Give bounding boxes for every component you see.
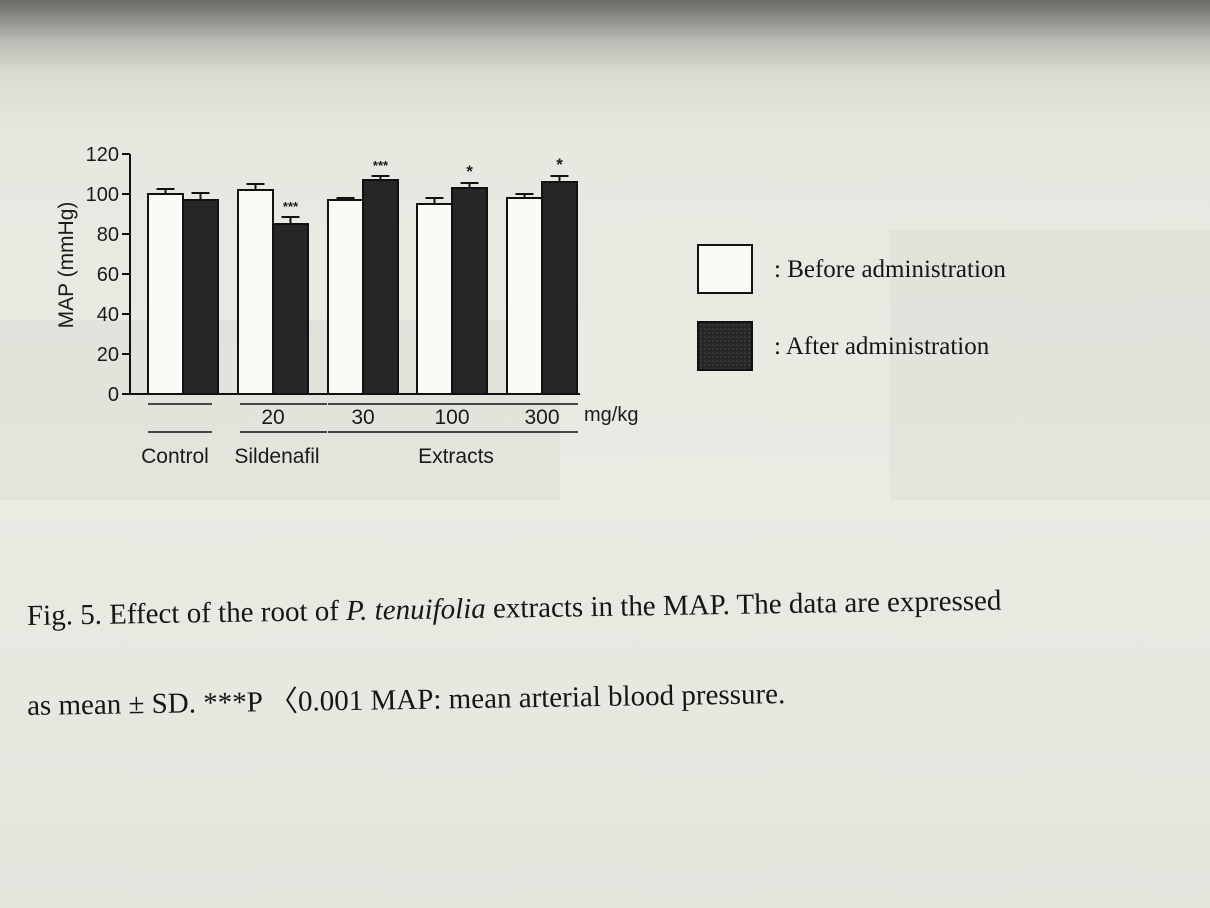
x-tick-label: 20 [261,406,284,429]
legend-swatch-after [697,321,753,371]
significance-marker: * [556,155,563,174]
caption-prefix: Fig. 5. Effect of the root of [26,594,347,632]
background-shadow [890,230,1210,500]
group-label: Control [141,445,209,468]
legend-swatch-before [697,244,753,294]
bar-after [541,181,578,395]
y-tick-label: 100 [86,184,119,206]
y-tick-label: 80 [97,224,119,246]
figure-caption-line-2: as mean ± SD. ***P 〈0.001 MAP: mean arte… [26,678,786,722]
y-tick-label: 40 [97,304,119,326]
caption-species: P. tenuifolia [345,592,487,627]
y-tick-label: 0 [108,384,119,406]
group-label: Sildenafil [234,445,319,468]
bar-before [506,197,543,395]
x-tick-label: 100 [434,406,469,429]
legend-label-before: : Before administration [774,256,1006,283]
bar-before [327,199,364,395]
x-tick-label: 300 [524,406,559,429]
group-label: Extracts [418,445,494,468]
y-tick-label: 60 [97,264,119,286]
bar-after [451,187,488,395]
figure-caption-line-1: Fig. 5. Effect of the root of P. tenuifo… [27,581,1207,633]
y-tick-label: 120 [86,144,119,166]
bar-after [362,179,399,395]
x-unit-label: mg/kg [584,404,638,426]
y-axis-label: MAP (mmHg) [55,202,78,329]
bar-before [416,203,453,395]
significance-marker: *** [373,158,389,173]
bar-after [182,199,219,395]
y-tick-label: 20 [97,344,119,366]
significance-marker: *** [283,199,299,214]
bar-before [237,189,274,395]
significance-marker: * [466,162,473,181]
bar-before [147,193,184,395]
caption-suffix: extracts in the MAP. The data are expres… [485,584,1002,625]
legend-label-after: : After administration [774,333,990,360]
x-tick-label: 30 [351,406,374,429]
bar-after [272,223,309,395]
